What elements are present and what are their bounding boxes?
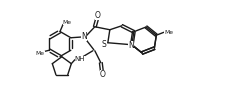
Text: NH: NH xyxy=(75,56,85,62)
Text: O: O xyxy=(100,70,106,79)
Text: Me: Me xyxy=(164,30,173,35)
Text: Me: Me xyxy=(62,20,72,25)
Text: O: O xyxy=(95,11,101,20)
Text: N: N xyxy=(81,32,87,41)
Text: N: N xyxy=(128,41,134,50)
Text: Me: Me xyxy=(36,51,45,56)
Text: S: S xyxy=(101,40,106,49)
